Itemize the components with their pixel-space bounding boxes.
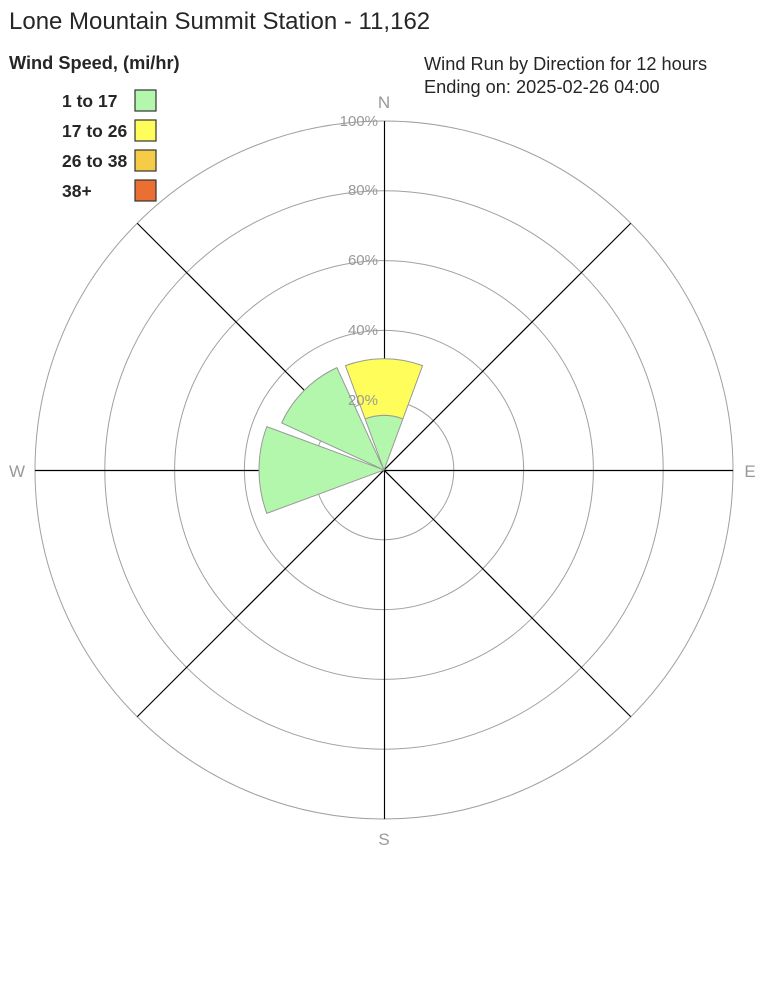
svg-text:E: E bbox=[744, 462, 755, 481]
svg-text:N: N bbox=[378, 93, 390, 112]
svg-text:W: W bbox=[9, 462, 25, 481]
svg-text:20%: 20% bbox=[348, 392, 378, 409]
svg-text:60%: 60% bbox=[348, 252, 378, 269]
svg-text:S: S bbox=[378, 830, 389, 849]
svg-text:100%: 100% bbox=[340, 113, 378, 130]
svg-text:80%: 80% bbox=[348, 182, 378, 199]
svg-text:40%: 40% bbox=[348, 322, 378, 339]
